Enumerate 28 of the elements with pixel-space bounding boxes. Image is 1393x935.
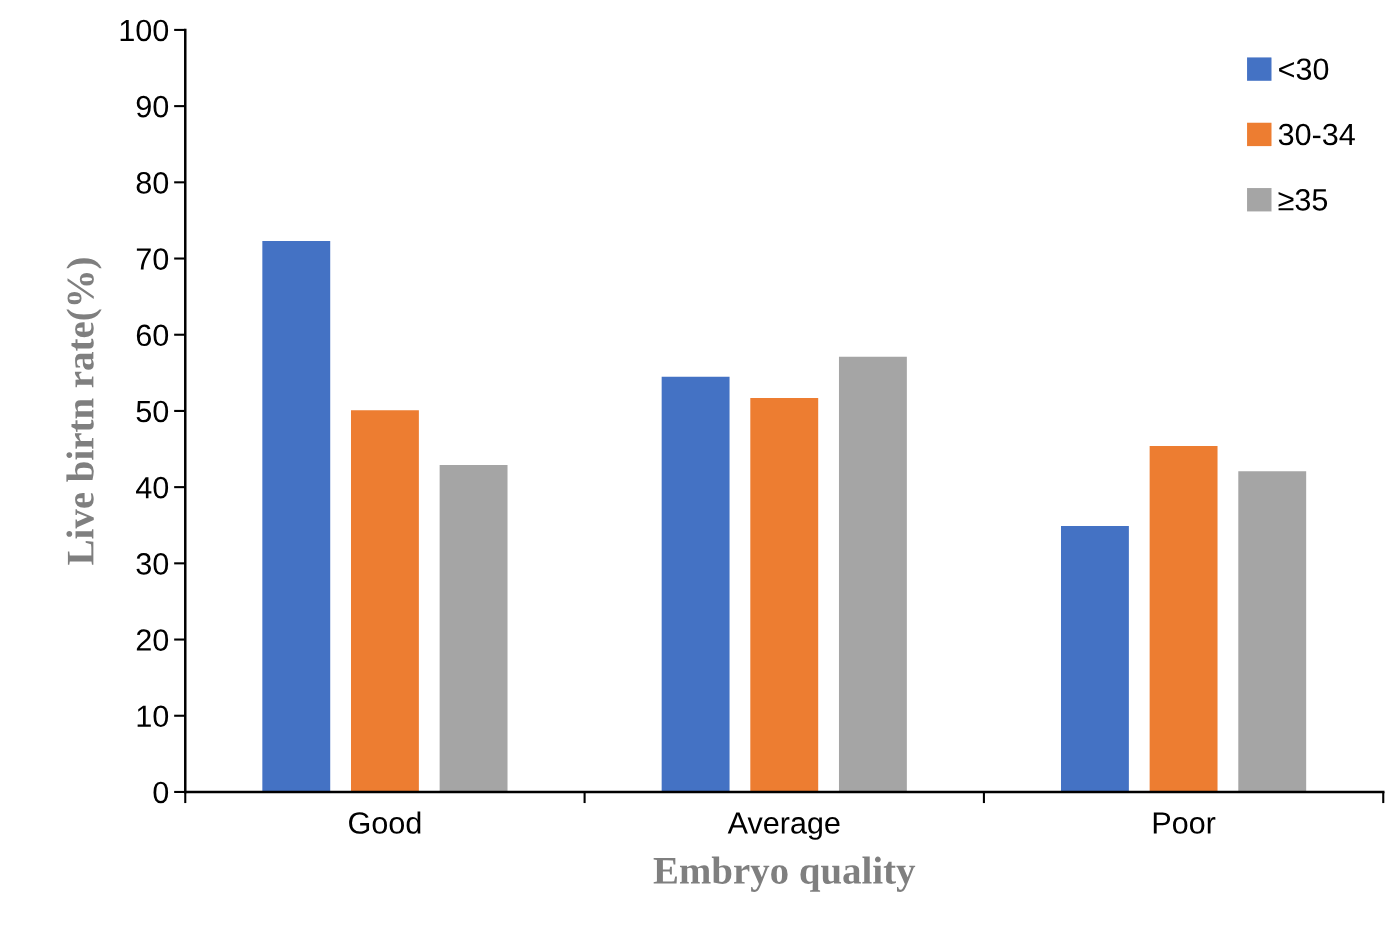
bar: [1238, 471, 1307, 792]
y-tick-label: 60: [136, 324, 169, 347]
bar: [838, 356, 907, 792]
legend-label: ≥35: [1278, 189, 1328, 211]
y-tick-label: 0: [153, 781, 169, 804]
bar: [350, 410, 419, 792]
bar: [1060, 526, 1129, 792]
legend-label: <30: [1279, 58, 1329, 81]
y-tick-label: 20: [136, 629, 169, 651]
x-tick-label: Good: [349, 811, 421, 834]
y-tick-label: 10: [137, 705, 169, 728]
bar: [262, 241, 331, 792]
y-axis-title: Live birtn rate(%): [66, 258, 102, 565]
x-tick-label: Poor: [1153, 812, 1216, 834]
y-tick-label: 80: [136, 172, 169, 194]
legend-label: 30-34: [1278, 123, 1355, 146]
y-tick-label: 100: [120, 19, 169, 42]
y-tick-label: 40: [136, 476, 169, 499]
x-tick-label: Average: [727, 812, 840, 840]
y-tick-label: 50: [136, 400, 169, 423]
bar: [439, 465, 508, 792]
y-tick-label: 30: [136, 553, 169, 575]
bar: [661, 376, 730, 792]
y-tick-label: 90: [136, 95, 169, 118]
x-axis-title: Embryo quality: [653, 856, 916, 892]
y-tick-label: 70: [136, 248, 169, 270]
bar: [1149, 445, 1218, 792]
bar: [750, 397, 819, 792]
